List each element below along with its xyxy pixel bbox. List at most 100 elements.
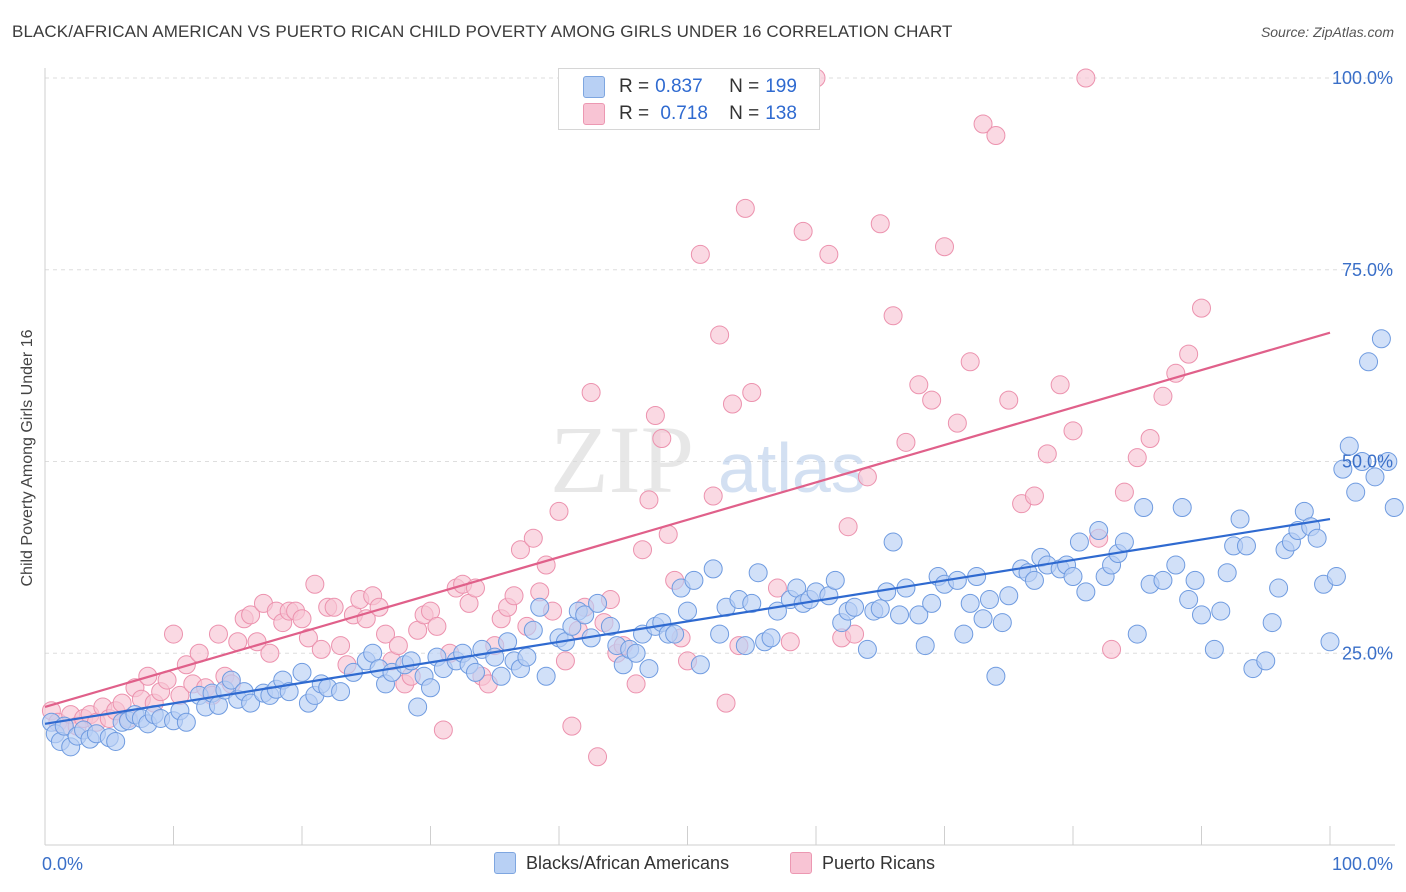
data-point-blacks-african-americans bbox=[979, 590, 999, 610]
data-point-blacks-african-americans bbox=[684, 570, 704, 590]
data-point-blacks-african-americans bbox=[973, 609, 993, 629]
trend-lines bbox=[44, 331, 1331, 725]
data-point-puerto-ricans bbox=[973, 114, 993, 134]
data-point-puerto-ricans bbox=[960, 352, 980, 372]
data-point-blacks-african-americans bbox=[1204, 639, 1224, 659]
data-point-puerto-ricans bbox=[549, 501, 569, 521]
data-point-blacks-african-americans bbox=[1307, 528, 1327, 548]
data-point-blacks-african-americans bbox=[915, 636, 935, 656]
legend-r-value-pink: 0.718 bbox=[655, 103, 708, 124]
trend-line-blacks-african-americans bbox=[44, 517, 1331, 725]
data-point-blacks-african-americans bbox=[600, 616, 620, 636]
data-point-puerto-ricans bbox=[1050, 375, 1070, 395]
data-point-blacks-african-americans bbox=[1134, 498, 1154, 518]
y-tick-label: 75.0% bbox=[1342, 260, 1393, 280]
data-point-blacks-african-americans bbox=[1256, 651, 1276, 671]
data-point-blacks-african-americans bbox=[1076, 582, 1096, 602]
data-point-blacks-african-americans bbox=[626, 643, 646, 663]
data-point-puerto-ricans bbox=[909, 375, 929, 395]
data-point-blacks-african-americans bbox=[999, 586, 1019, 606]
data-point-blacks-african-americans bbox=[1269, 578, 1289, 598]
legend-n-label-pink: N = bbox=[729, 103, 760, 124]
data-point-blacks-african-americans bbox=[1024, 570, 1044, 590]
data-point-blacks-african-americans bbox=[1339, 436, 1359, 456]
data-point-puerto-ricans bbox=[260, 643, 280, 663]
data-point-blacks-african-americans bbox=[870, 599, 890, 619]
data-point-blacks-african-americans bbox=[845, 597, 865, 617]
data-point-puerto-ricans bbox=[883, 306, 903, 326]
data-point-blacks-african-americans bbox=[106, 731, 126, 751]
bottom-legend-swatch-pink bbox=[790, 852, 812, 874]
legend-r-label-pink: R = bbox=[619, 103, 650, 124]
data-point-blacks-african-americans bbox=[857, 639, 877, 659]
data-point-blacks-african-americans bbox=[1384, 498, 1404, 518]
y-tick-label: 25.0% bbox=[1342, 643, 1393, 663]
data-point-puerto-ricans bbox=[324, 597, 344, 617]
legend-n-value-pink: 138 bbox=[765, 103, 797, 124]
legend: R = 0.837 N = 199 R = 0.718 N = 138 bbox=[558, 68, 820, 130]
data-point-blacks-african-americans bbox=[735, 636, 755, 656]
data-point-puerto-ricans bbox=[1102, 639, 1122, 659]
data-point-blacks-african-americans bbox=[639, 659, 659, 679]
data-point-puerto-ricans bbox=[793, 221, 813, 241]
data-point-puerto-ricans bbox=[857, 467, 877, 487]
data-point-puerto-ricans bbox=[562, 716, 582, 736]
data-point-blacks-african-americans bbox=[1217, 563, 1237, 583]
data-point-blacks-african-americans bbox=[1185, 570, 1205, 590]
data-point-blacks-african-americans bbox=[710, 624, 730, 644]
legend-row-blue: R = 0.837 N = 199 bbox=[583, 74, 797, 100]
data-point-puerto-ricans bbox=[735, 198, 755, 218]
legend-r-label-blue: R = bbox=[619, 76, 650, 97]
data-point-blacks-african-americans bbox=[678, 601, 697, 621]
data-point-blacks-african-americans bbox=[703, 559, 723, 579]
data-point-blacks-african-americans bbox=[1114, 532, 1134, 552]
chart-title: BLACK/AFRICAN AMERICAN VS PUERTO RICAN C… bbox=[12, 22, 953, 41]
legend-swatch-pink bbox=[583, 103, 605, 125]
data-point-puerto-ricans bbox=[523, 528, 543, 548]
data-point-blacks-african-americans bbox=[176, 712, 196, 732]
x-tick-label: 0.0% bbox=[42, 854, 83, 874]
data-point-blacks-african-americans bbox=[890, 605, 910, 625]
data-point-puerto-ricans bbox=[241, 605, 261, 625]
data-point-blacks-african-americans bbox=[491, 666, 511, 686]
data-point-puerto-ricans bbox=[845, 624, 865, 644]
x-tick-label: 100.0% bbox=[1332, 854, 1393, 874]
data-point-blacks-african-americans bbox=[536, 666, 556, 686]
trend-line-puerto-ricans bbox=[44, 331, 1331, 708]
legend-swatch-blue bbox=[583, 76, 605, 98]
source-label: Source: ZipAtlas.com bbox=[1260, 24, 1394, 40]
data-point-puerto-ricans bbox=[388, 636, 408, 656]
data-point-puerto-ricans bbox=[710, 325, 730, 345]
data-point-puerto-ricans bbox=[819, 244, 839, 264]
data-point-blacks-african-americans bbox=[1069, 532, 1089, 552]
data-point-puerto-ricans bbox=[767, 578, 787, 598]
data-point-blacks-african-americans bbox=[960, 593, 980, 613]
data-point-blacks-african-americans bbox=[1352, 452, 1372, 471]
data-point-blacks-african-americans bbox=[1153, 570, 1173, 590]
data-point-blacks-african-americans bbox=[1127, 624, 1147, 644]
data-point-blacks-african-americans bbox=[279, 682, 299, 702]
data-point-puerto-ricans bbox=[504, 586, 524, 606]
data-point-blacks-african-americans bbox=[1333, 459, 1353, 479]
y-tick-label: 100.0% bbox=[1332, 68, 1393, 88]
data-point-puerto-ricans bbox=[652, 428, 672, 448]
watermark: ZIP atlas bbox=[550, 406, 866, 513]
data-point-puerto-ricans bbox=[555, 651, 575, 671]
data-point-blacks-african-americans bbox=[992, 613, 1012, 633]
data-point-blacks-african-americans bbox=[883, 532, 903, 552]
bottom-legend-label-blue: Blacks/African Americans bbox=[526, 852, 730, 873]
data-point-puerto-ricans bbox=[935, 237, 954, 257]
data-point-puerto-ricans bbox=[305, 574, 325, 594]
data-point-blacks-african-americans bbox=[530, 597, 550, 617]
data-point-blacks-african-americans bbox=[575, 605, 595, 625]
data-point-blacks-african-americans bbox=[421, 678, 440, 698]
data-point-blacks-african-americans bbox=[986, 666, 1006, 686]
data-point-puerto-ricans bbox=[645, 405, 665, 425]
data-point-blacks-african-americans bbox=[1089, 521, 1109, 541]
data-point-blacks-african-americans bbox=[1236, 536, 1256, 556]
data-point-puerto-ricans bbox=[164, 624, 183, 644]
data-point-puerto-ricans bbox=[208, 624, 228, 644]
bottom-legend: Blacks/African Americans Puerto Ricans bbox=[0, 852, 1406, 878]
data-point-blacks-african-americans bbox=[690, 655, 710, 675]
data-point-puerto-ricans bbox=[1076, 68, 1096, 88]
